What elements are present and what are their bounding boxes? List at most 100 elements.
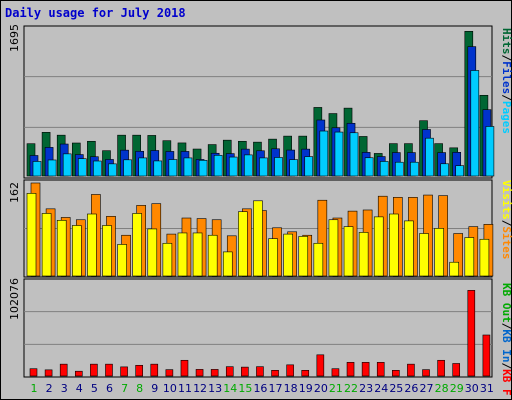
legend-sites: Sites: [500, 226, 512, 259]
bar-visits-day-8: [132, 213, 142, 277]
day-label-31: 31: [480, 382, 494, 395]
legend-sep: /: [500, 55, 512, 62]
bar-visits-day-6: [102, 225, 112, 277]
bar-kb-f-day-3: [59, 363, 68, 377]
panel-kbf: [23, 278, 493, 378]
bar-pages-day-26: [410, 161, 419, 177]
day-label-16: 16: [253, 382, 267, 395]
day-label-11: 11: [178, 382, 192, 395]
bar-visits-day-9: [147, 228, 158, 277]
ymax-label-middle: 162: [8, 182, 21, 203]
day-label-29: 29: [450, 382, 464, 395]
bar-pages-day-6: [108, 163, 117, 177]
day-label-13: 13: [208, 382, 222, 395]
legend-visits: Visits: [500, 180, 512, 220]
bar-visits-day-12: [192, 232, 203, 277]
day-label-30: 30: [465, 382, 479, 395]
ymax-label-bottom: 102076: [8, 278, 21, 320]
bar-kb-f-day-27: [422, 369, 430, 377]
legend-pages: Pages: [500, 101, 512, 134]
bar-kb-f-day-15: [241, 366, 249, 377]
bar-visits-day-30: [464, 237, 475, 277]
day-label-5: 5: [91, 382, 98, 395]
day-label-26: 26: [404, 382, 418, 395]
day-label-19: 19: [299, 382, 313, 395]
bar-visits-day-29: [449, 261, 460, 277]
bar-pages-day-15: [244, 154, 253, 177]
bar-visits-day-7: [117, 244, 127, 277]
bar-visits-day-15: [238, 211, 248, 277]
bar-pages-day-8: [138, 157, 147, 177]
day-label-25: 25: [389, 382, 403, 395]
bar-kb-f-day-25: [392, 370, 400, 377]
bar-pages-day-30: [470, 70, 480, 177]
day-label-9: 9: [151, 382, 158, 395]
bar-visits-day-14: [222, 251, 233, 277]
bar-pages-day-13: [213, 155, 223, 177]
bar-pages-day-22: [349, 132, 359, 177]
bar-pages-day-14: [228, 156, 238, 177]
day-label-6: 6: [106, 382, 113, 395]
bar-kb-f-day-21: [331, 368, 340, 377]
bar-pages-day-4: [77, 158, 87, 177]
day-label-17: 17: [269, 382, 283, 395]
legend-sep: /: [500, 363, 512, 370]
bar-kb-f-day-23: [361, 362, 370, 377]
legend-sep: /: [500, 220, 512, 227]
bar-pages-day-16: [259, 157, 268, 177]
bar-pages-day-28: [440, 163, 449, 177]
legend-hits: Hits: [500, 28, 512, 55]
bar-visits-day-5: [87, 213, 97, 277]
day-label-20: 20: [314, 382, 328, 395]
bar-visits-day-2: [41, 213, 52, 277]
ymax-label-top: 1695: [8, 24, 21, 52]
bar-kb-f-day-17: [271, 370, 279, 377]
bar-visits-day-1: [26, 193, 37, 277]
bar-kb-f-day-16: [256, 366, 264, 377]
bar-pages-day-19: [304, 156, 314, 177]
bar-kb-f-day-10: [165, 369, 174, 377]
day-labels: 1 2 3 4 5 6 7 8 9 10 11 12 13 14 15 16 17 18 19 20 21 22 23 24 2…: [31, 382, 494, 395]
day-label-1: 1: [31, 382, 38, 395]
bar-kb-f-day-7: [120, 366, 128, 377]
legend-top: Hits/Files/Pages: [500, 28, 512, 134]
bar-pages-day-20: [319, 130, 329, 177]
bar-kb-f-day-18: [286, 364, 294, 377]
bar-visits-day-26: [404, 220, 414, 277]
day-label-21: 21: [329, 382, 343, 395]
bar-pages-day-21: [334, 131, 344, 177]
bar-kb-f-day-29: [452, 363, 461, 377]
bar-visits-day-13: [207, 234, 218, 277]
bar-kb-f-day-28: [437, 359, 445, 377]
bar-visits-day-25: [389, 213, 399, 277]
bar-kb-f-day-4: [74, 370, 83, 377]
bar-visits-day-24: [373, 216, 384, 277]
bar-visits-day-28: [434, 228, 444, 277]
day-label-4: 4: [76, 382, 83, 395]
bar-kb-f-day-20: [316, 354, 325, 377]
legend-kb-f: KB F: [500, 369, 512, 396]
bar-kb-f-day-30: [467, 290, 476, 377]
bar-pages-day-23: [364, 157, 374, 177]
day-label-14: 14: [223, 382, 237, 395]
bar-pages-day-2: [47, 159, 57, 177]
bar-kb-f-day-31: [482, 334, 491, 377]
bar-pages-day-18: [289, 159, 298, 177]
bar-kb-f-day-2: [44, 369, 53, 377]
bar-visits-day-22: [343, 226, 354, 277]
bar-kb-f-day-11: [180, 359, 189, 377]
bar-pages-day-10: [168, 159, 178, 177]
bar-visits-day-19: [298, 236, 309, 277]
day-label-10: 10: [163, 382, 177, 395]
bar-visits-day-31: [479, 238, 490, 277]
bar-kb-f-day-1: [29, 368, 38, 377]
bar-kb-f-day-12: [195, 369, 204, 377]
bar-visits-day-18: [283, 233, 293, 277]
bar-visits-day-20: [313, 242, 324, 277]
bar-pages-day-3: [62, 153, 72, 177]
day-label-23: 23: [359, 382, 373, 395]
day-label-22: 22: [344, 382, 358, 395]
bar-pages-day-1: [32, 161, 42, 177]
day-label-28: 28: [435, 382, 449, 395]
